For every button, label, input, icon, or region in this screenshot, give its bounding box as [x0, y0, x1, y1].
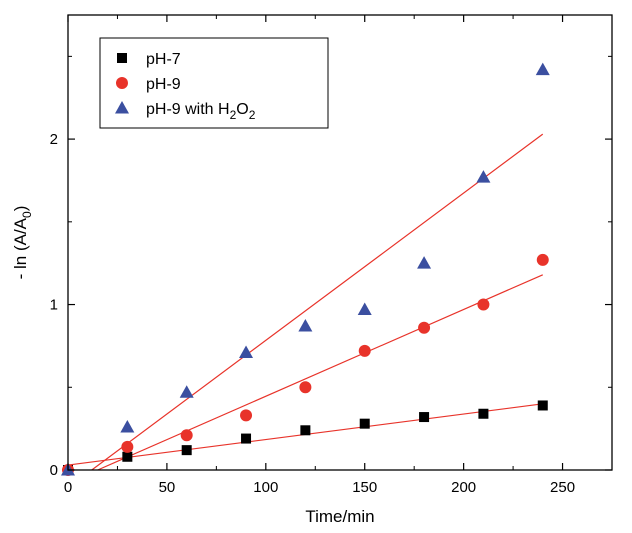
x-tick-label: 0 [64, 479, 72, 496]
data-point [179, 385, 194, 398]
data-point [120, 419, 135, 433]
legend-label: pH-7 [146, 51, 181, 68]
data-markers [61, 62, 550, 476]
legend-label-part: pH-9 [146, 76, 181, 93]
y-axis-title-end: ) [11, 206, 30, 212]
data-point [300, 425, 311, 436]
data-point [418, 321, 431, 334]
x-axis-title: Time/min [305, 507, 374, 526]
data-point [122, 451, 133, 462]
plot-frame [67, 14, 613, 471]
data-point [180, 429, 193, 442]
y-axis: 0 1 2 [50, 55, 612, 479]
data-point [357, 302, 372, 316]
legend-label-part: O [236, 101, 248, 118]
y-axis-title: - ln (A/A0) [11, 206, 34, 280]
data-point [536, 253, 549, 266]
data-point [298, 319, 313, 332]
y-axis-title-subscript: 0 [20, 211, 34, 218]
data-point [240, 409, 253, 422]
data-point [358, 344, 371, 357]
data-point [478, 408, 489, 419]
data-point [477, 298, 490, 311]
data-point [535, 62, 550, 76]
data-point [419, 412, 430, 423]
legend-marker [116, 77, 128, 89]
data-point [241, 433, 252, 444]
y-tick-label: 0 [50, 462, 58, 479]
y-tick-label: 2 [50, 131, 58, 148]
legend-box [99, 37, 329, 129]
fit-line [91, 133, 544, 471]
data-point [181, 445, 192, 456]
y-axis-title-main: - ln (A/A [11, 217, 30, 279]
legend-label: pH-9 with H2O2 [146, 101, 256, 122]
data-point [417, 256, 432, 269]
legend-marker [117, 53, 127, 63]
x-tick-label: 100 [253, 479, 278, 496]
data-point [239, 345, 254, 359]
data-point [121, 440, 134, 453]
fit-lines [67, 133, 544, 471]
legend-label-part: 2 [249, 108, 256, 122]
legend-marker [115, 101, 129, 114]
legend-label-part: 2 [230, 108, 237, 122]
x-tick-label: 200 [451, 479, 476, 496]
data-point [359, 418, 370, 429]
x-tick-label: 150 [352, 479, 377, 496]
legend-label: pH-9 [146, 76, 181, 93]
y-tick-label: 1 [50, 297, 58, 314]
legend: pH-7pH-9pH-9 with H2O2 [99, 37, 329, 129]
x-axis: 0 50 100 150 200 250 [64, 15, 613, 496]
x-tick-label: 250 [550, 479, 575, 496]
fit-line [97, 274, 544, 471]
data-point [476, 170, 491, 183]
data-point [537, 400, 548, 411]
data-point [299, 381, 312, 394]
legend-label-part: pH-9 with H [146, 101, 230, 118]
x-tick-label: 50 [159, 479, 176, 496]
legend-label-part: pH-7 [146, 51, 181, 68]
